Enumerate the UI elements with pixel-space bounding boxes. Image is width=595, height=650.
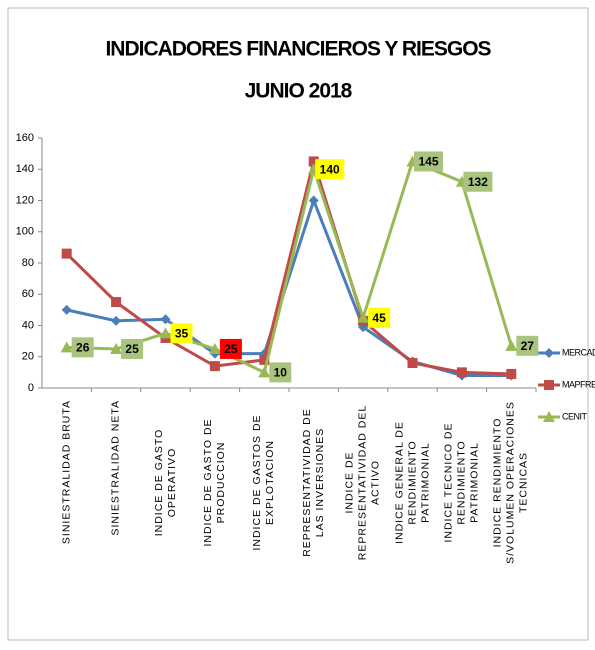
marker [209, 361, 220, 372]
marker [110, 342, 123, 354]
x-tick-label: INDICE DE GASTOS DE EXPLOTACION [251, 414, 277, 551]
legend-label: CENIT [562, 411, 588, 421]
marker [407, 358, 418, 368]
chart-title: INDICADORES FINANCIEROS Y RIESGOS [105, 38, 491, 61]
data-label-box [219, 338, 242, 359]
marker [544, 380, 554, 390]
data-label: 45 [372, 311, 386, 325]
marker [111, 297, 122, 308]
marker [308, 156, 319, 167]
data-label-box [71, 337, 94, 358]
marker [160, 314, 171, 325]
y-tick-label: 60 [22, 288, 34, 300]
data-label-box [463, 171, 493, 192]
x-tick-label: INDICE DE GASTO DE PRODUCCION [201, 418, 227, 547]
y-tick-label: 100 [16, 226, 34, 238]
chart-subtitle: JUNIO 2018 [245, 80, 353, 103]
y-tick-label: 160 [16, 132, 34, 144]
x-tick-label: SINIESTRALIDAD BRUTA [60, 400, 73, 545]
y-tick-label: 0 [28, 382, 34, 394]
data-label-box [368, 307, 391, 328]
y-tick-label: 140 [16, 163, 34, 175]
x-tick-label: INDICE GENERAL DE RENDIMIENTO PATRIMONIA… [393, 421, 431, 544]
marker [357, 311, 370, 323]
data-label: 26 [76, 341, 90, 355]
marker [258, 366, 271, 378]
marker [208, 342, 221, 354]
x-tick-label: SINIESTRALIDAD NETA [109, 400, 122, 536]
y-tick-label: 20 [22, 351, 34, 363]
x-tick-label: INDICE RENDIMIENTO S/VOLUMEN OPERACIONES… [491, 401, 530, 564]
legend-label: MAPFRE [562, 379, 595, 389]
data-label: 25 [125, 342, 139, 356]
data-label: 10 [274, 366, 288, 380]
marker [61, 304, 72, 315]
marker [60, 341, 73, 353]
y-tick-label: 40 [22, 319, 34, 331]
marker [543, 411, 555, 422]
data-label: 132 [468, 175, 488, 189]
data-label-box [269, 362, 292, 383]
y-tick-label: 80 [22, 257, 34, 269]
marker [544, 348, 554, 358]
x-tick-label: INDICE DE GASTO OPERATIVO [152, 428, 178, 537]
data-label-box [315, 159, 345, 180]
series-line [65, 155, 512, 376]
y-tick-label: 120 [16, 194, 34, 206]
x-tick-label: INDICE DE REPRESENTATIVIDAD DEL ACTIVO [343, 404, 382, 561]
data-label: 27 [521, 339, 535, 353]
x-tick-label: INDICE TECNICO DE RENDIMIENTO PATRIMONIA… [442, 422, 481, 543]
data-label-box [170, 323, 193, 344]
data-label-box [414, 151, 443, 172]
marker [506, 368, 517, 379]
data-label-box [121, 338, 144, 359]
marker [111, 315, 122, 326]
marker [159, 327, 172, 339]
x-tick-label: REPRESENTATIVIDAD DE LAS INVERSIONES [300, 408, 326, 557]
marker [308, 195, 319, 206]
frame [7, 7, 589, 641]
marker [259, 354, 270, 365]
data-label: 25 [224, 342, 238, 356]
marker [456, 367, 467, 378]
marker [61, 248, 72, 259]
data-label: 35 [175, 326, 189, 340]
data-label: 140 [320, 162, 340, 176]
data-label-box [516, 335, 539, 356]
legend-label: MERCADO [562, 347, 595, 357]
data-label: 145 [418, 155, 438, 169]
marker [505, 339, 518, 351]
